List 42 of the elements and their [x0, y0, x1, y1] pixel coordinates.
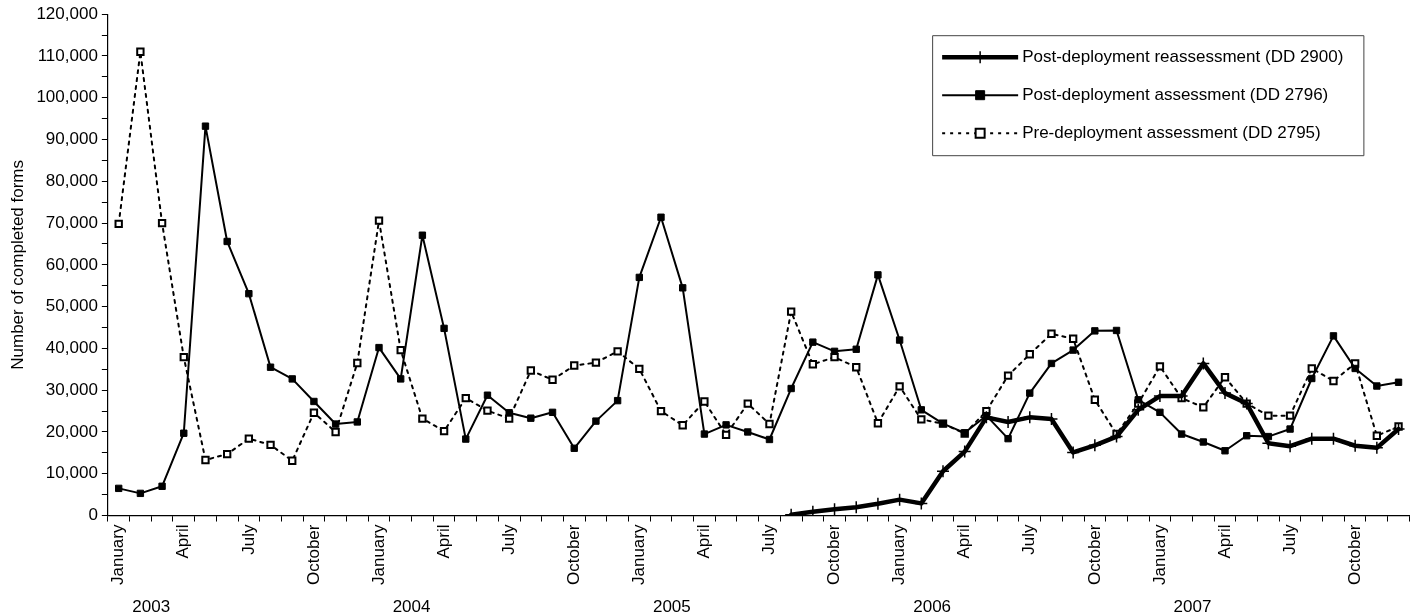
text: 2004	[392, 597, 431, 616]
x-tick-label: January	[889, 524, 909, 585]
x-tick-label: July	[238, 524, 258, 555]
x-tick-label: October	[1084, 524, 1104, 585]
text: 2003	[132, 597, 171, 616]
x-tick-label: January	[368, 524, 388, 585]
x-tick-label: April	[433, 524, 453, 559]
x-tick-label: July	[498, 524, 518, 555]
y-tick-label: 0	[88, 505, 98, 525]
y-tick-label: 100,000	[36, 87, 98, 107]
legend-label: Pre-deployment assessment (DD 2795)	[1022, 122, 1321, 142]
legend-label: Post-deployment assessment (DD 2796)	[1022, 84, 1329, 104]
legend-label: Post-deployment reassessment (DD 2900)	[1022, 46, 1344, 66]
x-tick-label: April	[694, 524, 714, 559]
y-tick-label: 70,000	[45, 212, 98, 232]
text: 2005	[652, 597, 691, 616]
y-tick-label: 50,000	[45, 296, 98, 316]
y-tick-label: 120,000	[36, 3, 98, 23]
y-tick-label: 80,000	[45, 170, 98, 190]
y-tick-label: 30,000	[45, 379, 98, 399]
x-tick-label: October	[563, 524, 583, 585]
x-tick-label: July	[1279, 524, 1299, 555]
y-tick-label: 110,000	[37, 45, 98, 65]
y-tick-label: 90,000	[45, 129, 98, 149]
x-tick-label: April	[1214, 524, 1234, 559]
x-tick-label: April	[173, 524, 193, 559]
y-axis-title: Number of completed forms	[7, 159, 27, 370]
x-tick-label: July	[1019, 524, 1039, 555]
x-tick-label: October	[1344, 524, 1364, 585]
text: 2007	[1173, 597, 1212, 616]
x-tick-label: October	[303, 524, 323, 585]
x-tick-label: January	[108, 524, 128, 585]
y-tick-label: 40,000	[45, 338, 98, 358]
y-tick-label: 10,000	[45, 463, 98, 483]
x-tick-label: January	[629, 524, 648, 585]
y-tick-label: 60,000	[45, 254, 98, 274]
x-tick-label: October	[824, 524, 844, 585]
x-tick-label: April	[954, 524, 974, 559]
y-tick-label: 20,000	[45, 421, 98, 441]
x-tick-label: July	[759, 524, 779, 555]
text: 2006	[913, 597, 952, 616]
x-tick-label: January	[1149, 524, 1169, 585]
